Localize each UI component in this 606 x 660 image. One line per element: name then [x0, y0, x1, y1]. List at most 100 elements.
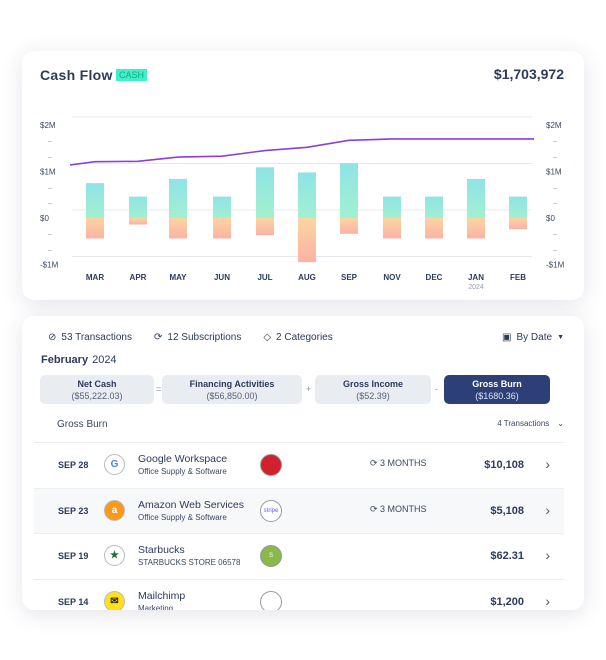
subscriptions-filter[interactable]: ⟳ 12 Subscriptions: [154, 332, 242, 343]
transaction-amount: $1,200: [490, 595, 524, 608]
outflow-bar: [467, 218, 485, 239]
net-cash-pill[interactable]: Net Cash ($55,222.03): [40, 375, 154, 404]
merchant-logo-icon: a: [104, 499, 125, 521]
minus-sign: -: [435, 384, 438, 394]
y-minor-tick: –: [553, 201, 557, 208]
transaction-date: SEP 19: [58, 551, 89, 561]
merchant-name: Mailchimp: [138, 589, 186, 602]
equals-sign: =: [156, 384, 162, 394]
refresh-icon: ⟳: [370, 503, 381, 514]
x-tick-label: APR: [130, 273, 147, 282]
cash-badge: CASH: [116, 69, 148, 81]
gross-income-pill[interactable]: Gross Income ($52.39): [315, 375, 431, 404]
y-minor-tick: –: [48, 232, 52, 239]
y-minor-tick: –: [553, 185, 557, 192]
outflow-bar: [256, 218, 274, 236]
outflow-bar: [213, 218, 231, 239]
y-minor-tick: –: [553, 247, 557, 254]
cash-flow-chart: $2M $2M – – – – $1M $1M – – – – $0 $0 – – – – -$1M -$1M MAR A…: [40, 116, 565, 291]
outflow-bar: [425, 218, 443, 239]
account-logo-icon: S: [260, 545, 282, 567]
transaction-row[interactable]: SEP 14 ✉ Mailchimp Marketing $1,200 ›: [34, 578, 564, 611]
transaction-row[interactable]: SEP 23 a Amazon Web Services Office Supp…: [34, 487, 564, 533]
y-tick-label-left: $2M: [40, 121, 56, 130]
inflow-bar: [383, 196, 401, 218]
account-logo-icon: [260, 590, 282, 610]
chevron-right-icon[interactable]: ›: [545, 547, 550, 563]
account-logo-icon: [260, 454, 282, 476]
y-tick-label-right: $2M: [546, 121, 562, 130]
categories-filter[interactable]: ◇ 2 Categories: [263, 332, 333, 343]
transaction-amount: $10,108: [484, 459, 524, 471]
refresh-icon: ⟳: [154, 332, 163, 343]
y-minor-tick: –: [48, 139, 52, 146]
inflow-bar: [467, 178, 485, 218]
transaction-row[interactable]: SEP 19 ★ Starbucks STARBUCKS STORE 06578…: [34, 533, 564, 578]
y-tick-label-left: $0: [40, 214, 49, 223]
transaction-row[interactable]: SEP 28 G Google Workspace Office Supply …: [34, 442, 564, 487]
period-label: February 2024: [41, 354, 117, 366]
y-tick-label-right: -$1M: [546, 261, 565, 270]
chevron-right-icon[interactable]: ›: [545, 501, 550, 518]
cash-total: $1,703,972: [493, 66, 564, 82]
inflow-bar: [298, 172, 316, 218]
y-minor-tick: –: [553, 139, 557, 146]
merchant-logo-icon: ✉: [104, 590, 125, 610]
account-logo-icon: stripe: [260, 499, 282, 522]
y-minor-tick: –: [48, 247, 52, 254]
y-tick-label-left: -$1M: [40, 261, 59, 270]
x-tick-label: JUL: [257, 273, 272, 282]
transaction-date: SEP 23: [58, 505, 89, 516]
inflow-bar: [129, 196, 147, 218]
y-minor-tick: –: [48, 201, 52, 208]
x-tick-label: JAN: [468, 273, 484, 282]
section-toggle[interactable]: 4 Transactions ⌄: [497, 419, 564, 428]
caret-down-icon: ▼: [557, 334, 564, 341]
transactions-filter[interactable]: ⊘ 53 Transactions: [48, 332, 132, 343]
calendar-icon: ▣: [502, 332, 512, 343]
chevron-right-icon[interactable]: ›: [545, 456, 550, 472]
inflow-bar: [86, 183, 104, 218]
cash-flow-card: Cash Flow CASH $1,703,972 $2M $2M – – – – $1M $…: [22, 51, 584, 300]
x-tick-label: MAR: [86, 273, 104, 282]
merchant-category: Office Supply & Software: [138, 512, 227, 522]
card-title: Cash Flow: [40, 67, 113, 83]
recurring-label: ⟳ 3 MONTHS: [370, 458, 427, 468]
x-tick-sublabel: 2024: [468, 284, 484, 291]
financing-pill[interactable]: Financing Activities ($56,850.00): [162, 375, 302, 404]
inflow-bar: [509, 196, 527, 218]
y-tick-label-right: $0: [546, 214, 555, 223]
chevron-right-icon[interactable]: ›: [545, 592, 550, 609]
refresh-icon: ⟳: [370, 458, 381, 468]
merchant-category: Marketing: [138, 603, 174, 611]
merchant-category: STARBUCKS STORE 06578: [138, 558, 241, 567]
merchant-logo-icon: G: [104, 454, 125, 475]
outflow-bar: [383, 218, 401, 239]
x-tick-label: MAY: [169, 273, 187, 282]
sort-dropdown[interactable]: ▣ By Date ▼: [502, 332, 564, 343]
merchant-name: Starbucks: [138, 544, 185, 556]
inflow-bar: [169, 178, 187, 218]
plus-sign: +: [306, 384, 312, 394]
x-tick-label: NOV: [383, 273, 401, 282]
transaction-amount: $5,108: [490, 504, 524, 517]
outflow-bar: [509, 218, 527, 230]
y-minor-tick: –: [48, 154, 52, 161]
inflow-bar: [340, 163, 358, 218]
x-tick-label: SEP: [341, 273, 358, 282]
transaction-amount: $62.31: [490, 550, 524, 562]
section-title: Gross Burn: [57, 419, 108, 430]
gross-burn-pill[interactable]: Gross Burn ($1680.36): [444, 375, 550, 404]
y-tick-label-right: $1M: [546, 168, 562, 177]
inflow-bar: [425, 196, 443, 218]
transaction-date: SEP 28: [58, 460, 89, 470]
outflow-bar: [169, 218, 187, 239]
transactions-card: ⊘ 53 Transactions ⟳ 12 Subscriptions ◇ 2 Ca…: [22, 316, 584, 610]
inflow-bar: [256, 167, 274, 218]
y-minor-tick: –: [553, 232, 557, 239]
y-minor-tick: –: [48, 185, 52, 192]
transaction-date: SEP 14: [58, 596, 89, 607]
outflow-bar: [340, 218, 358, 234]
x-tick-label: JUN: [214, 273, 230, 282]
inflow-bar: [213, 196, 231, 218]
